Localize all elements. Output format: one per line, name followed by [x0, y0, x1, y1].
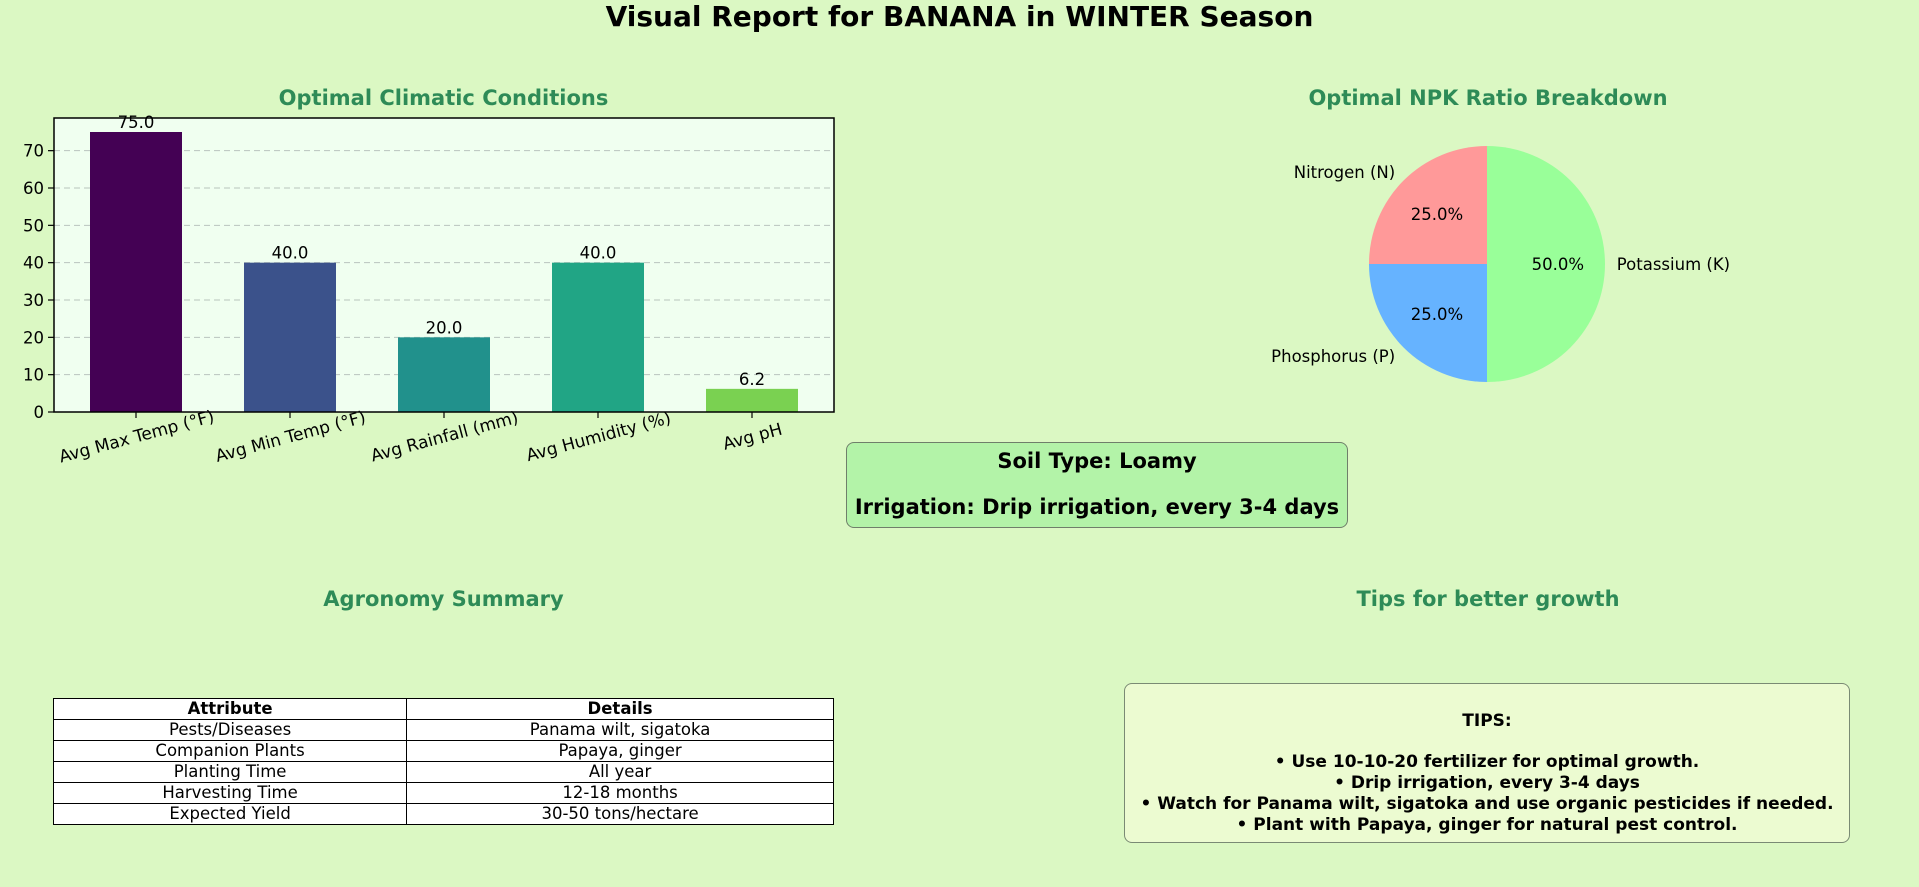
pie-slice	[1487, 146, 1605, 382]
y-tick-label: 70	[23, 142, 44, 161]
pie-slice	[1369, 264, 1487, 382]
y-tick-label: 60	[23, 179, 44, 198]
bar	[244, 262, 336, 412]
tips-heading: TIPS:	[1462, 711, 1512, 731]
table-cell-details: Panama wilt, sigatoka	[406, 719, 834, 741]
report-title: Visual Report for BANANA in WINTER Seaso…	[605, 0, 1314, 33]
tip-item: • Watch for Panama wilt, sigatoka and us…	[1140, 794, 1834, 814]
bar-value-label: 40.0	[272, 244, 309, 263]
x-tick-label: Avg Max Temp (°F)	[57, 407, 216, 468]
pie-category-label: Nitrogen (N)	[1294, 163, 1395, 182]
soil-irrigation-box: Soil Type: Loamy Irrigation: Drip irriga…	[846, 442, 1348, 528]
y-tick-label: 40	[23, 254, 44, 273]
y-tick-label: 50	[23, 216, 44, 235]
table-cell-details: 30-50 tons/hectare	[406, 803, 834, 825]
table-cell-attribute: Harvesting Time	[52, 782, 408, 804]
bar-value-label: 75.0	[118, 113, 155, 132]
table-cell-attribute: Pests/Diseases	[52, 719, 408, 741]
plot-frame	[53, 117, 835, 413]
bar	[552, 262, 644, 412]
climate-bar-chart: 0 10 20 30 40 50 60 70 75.0 Avg Max Temp (°F) 40.0…	[23, 113, 835, 468]
agronomy-summary-table: Attribute Details Pests/Diseases Panama …	[52, 698, 834, 825]
irrigation-text: Irrigation: Drip irrigation, every 3-4 d…	[854, 495, 1340, 519]
x-tick-label: Avg Rainfall (mm)	[369, 408, 521, 467]
x-tick-label: Avg Humidity (%)	[524, 408, 673, 466]
y-tick-label: 30	[23, 291, 44, 310]
tip-item: • Use 10-10-20 fertilizer for optimal gr…	[1274, 752, 1700, 772]
tips-box: TIPS: • Use 10-10-20 fertilizer for opti…	[1124, 683, 1850, 843]
y-tick-label: 10	[23, 366, 44, 385]
bar-value-label: 40.0	[580, 244, 617, 263]
y-tick-label: 20	[23, 328, 44, 347]
table-header-row: Attribute Details	[52, 698, 834, 720]
tips-panel-title: Tips for better growth	[1356, 587, 1620, 611]
table-row: Harvesting Time 12-18 months	[52, 782, 834, 804]
table-cell-details: 12-18 months	[406, 782, 834, 804]
pie-percent-label: 25.0%	[1411, 305, 1463, 324]
tips-list: • Use 10-10-20 fertilizer for optimal gr…	[1125, 752, 1849, 836]
tip-item: • Drip irrigation, every 3-4 days	[1334, 773, 1640, 793]
bar	[90, 132, 182, 412]
table-row: Companion Plants Papaya, ginger	[52, 740, 834, 762]
table-row: Planting Time All year	[52, 761, 834, 783]
table-header-attribute: Attribute	[52, 698, 408, 720]
table-row: Pests/Diseases Panama wilt, sigatoka	[52, 719, 834, 741]
pie-percent-label: 25.0%	[1411, 205, 1463, 224]
table-cell-attribute: Companion Plants	[52, 740, 408, 762]
table-header-details: Details	[406, 698, 834, 720]
pie-category-label: Potassium (K)	[1617, 255, 1730, 274]
bar	[706, 388, 798, 412]
pie-percent-label: 50.0%	[1532, 255, 1584, 274]
table-row: Expected Yield 30-50 tons/hectare	[52, 803, 834, 825]
bar-value-label: 6.2	[739, 370, 765, 389]
tip-item: • Plant with Papaya, ginger for natural …	[1236, 815, 1738, 835]
pie-category-label: Phosphorus (P)	[1271, 347, 1395, 366]
agronomy-summary-title: Agronomy Summary	[323, 587, 564, 611]
table-cell-attribute: Planting Time	[52, 761, 408, 783]
soil-type-text: Soil Type: Loamy	[997, 449, 1197, 473]
bar	[398, 337, 490, 412]
npk-pie-chart: 25.0% Nitrogen (N) 25.0% Phosphorus (P) 50.0…	[1271, 146, 1730, 382]
table-cell-attribute: Expected Yield	[52, 803, 408, 825]
npk-chart-title: Optimal NPK Ratio Breakdown	[1308, 86, 1668, 110]
x-tick-label: Avg Min Temp (°F)	[213, 407, 368, 466]
table-cell-details: All year	[406, 761, 834, 783]
x-tick-label: Avg pH	[721, 420, 785, 455]
bar-value-label: 20.0	[426, 318, 463, 337]
climate-chart-title: Optimal Climatic Conditions	[278, 86, 609, 110]
y-tick-label: 0	[34, 403, 45, 422]
pie-slice	[1369, 146, 1487, 264]
table-cell-details: Papaya, ginger	[406, 740, 834, 762]
